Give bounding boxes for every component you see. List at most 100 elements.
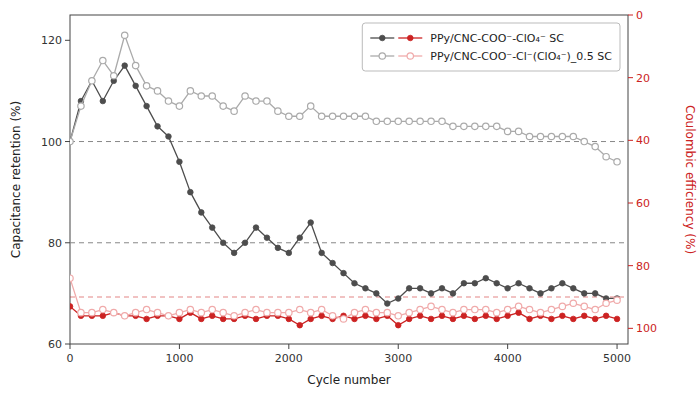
marker: [494, 280, 500, 286]
y2-tick: [628, 77, 633, 78]
marker: [209, 306, 215, 312]
marker: [407, 53, 413, 59]
marker: [187, 88, 193, 94]
marker: [220, 316, 226, 322]
marker: [406, 286, 412, 292]
marker: [417, 313, 423, 319]
marker: [614, 159, 620, 165]
marker: [526, 306, 532, 312]
marker: [373, 118, 379, 124]
marker: [308, 103, 314, 109]
marker: [220, 240, 226, 246]
y2-tick: [628, 15, 633, 16]
marker: [549, 286, 555, 292]
marker: [614, 297, 620, 303]
reference-line: [70, 297, 628, 298]
marker: [581, 291, 587, 297]
marker: [122, 313, 128, 319]
y-tick-label: 60: [48, 338, 62, 351]
marker: [297, 235, 303, 241]
marker: [362, 113, 368, 119]
marker: [504, 128, 510, 134]
marker: [264, 309, 270, 315]
marker: [494, 309, 500, 315]
x-tick: [288, 344, 289, 349]
marker: [559, 133, 565, 139]
marker: [209, 225, 215, 231]
marker: [570, 316, 576, 322]
marker: [253, 306, 259, 312]
marker: [527, 286, 533, 292]
marker: [340, 316, 346, 322]
marker: [253, 316, 259, 322]
marker: [379, 35, 385, 41]
marker: [592, 143, 598, 149]
marker: [527, 316, 533, 322]
marker: [122, 63, 128, 69]
x-tick-label: 5000: [603, 352, 631, 365]
marker: [286, 250, 292, 256]
marker: [100, 98, 106, 104]
marker: [537, 133, 543, 139]
y-tick-label: 120: [41, 34, 62, 47]
marker: [329, 113, 335, 119]
marker: [472, 306, 478, 312]
marker: [286, 309, 292, 315]
legend-box: [362, 23, 620, 71]
marker: [220, 309, 226, 315]
marker: [308, 220, 314, 226]
marker: [198, 316, 204, 322]
marker: [406, 118, 412, 124]
marker: [188, 189, 194, 195]
marker: [417, 286, 423, 292]
marker: [154, 88, 160, 94]
marker: [483, 275, 489, 281]
marker: [297, 322, 303, 328]
marker: [133, 83, 139, 89]
marker: [308, 316, 314, 322]
marker: [428, 303, 434, 309]
marker: [132, 62, 138, 68]
marker: [406, 309, 412, 315]
marker: [70, 275, 73, 281]
marker: [198, 210, 204, 216]
marker: [548, 133, 554, 139]
marker: [329, 313, 335, 319]
marker: [231, 313, 237, 319]
marker: [352, 316, 358, 322]
marker: [166, 313, 172, 319]
marker: [177, 316, 183, 322]
marker: [100, 57, 106, 63]
marker: [603, 313, 609, 319]
x-tick: [179, 344, 180, 349]
marker: [70, 304, 73, 310]
marker: [155, 124, 161, 130]
marker: [472, 316, 478, 322]
y2-tick-label: 0: [636, 9, 643, 22]
x-tick-label: 1000: [165, 352, 193, 365]
marker: [526, 133, 532, 139]
marker: [560, 313, 566, 319]
marker: [472, 123, 478, 129]
x-axis-label: Cycle number: [307, 373, 391, 387]
marker: [516, 310, 522, 316]
marker: [78, 103, 84, 109]
marker: [505, 313, 511, 319]
marker: [461, 123, 467, 129]
marker: [166, 134, 172, 140]
y2-tick: [628, 203, 633, 204]
marker: [483, 123, 489, 129]
y2-tick: [628, 328, 633, 329]
marker: [275, 309, 281, 315]
series-line: [70, 66, 617, 304]
marker: [428, 118, 434, 124]
y2-tick-label: 80: [636, 260, 650, 273]
marker: [319, 250, 325, 256]
marker: [417, 306, 423, 312]
marker: [537, 309, 543, 315]
x-tick-label: 4000: [494, 352, 522, 365]
marker: [384, 309, 390, 315]
marker: [379, 53, 385, 59]
marker: [560, 280, 566, 286]
marker: [581, 138, 587, 144]
